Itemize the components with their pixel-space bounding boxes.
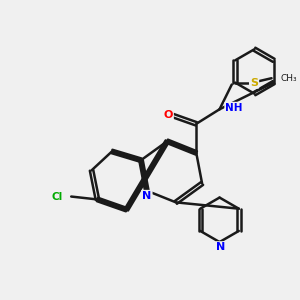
Text: S: S [250,78,258,88]
Text: O: O [164,110,173,120]
Text: Cl: Cl [52,191,63,202]
Text: N: N [142,191,152,201]
Text: CH₃: CH₃ [280,74,297,83]
Text: N: N [216,242,226,252]
Text: NH: NH [225,103,243,113]
